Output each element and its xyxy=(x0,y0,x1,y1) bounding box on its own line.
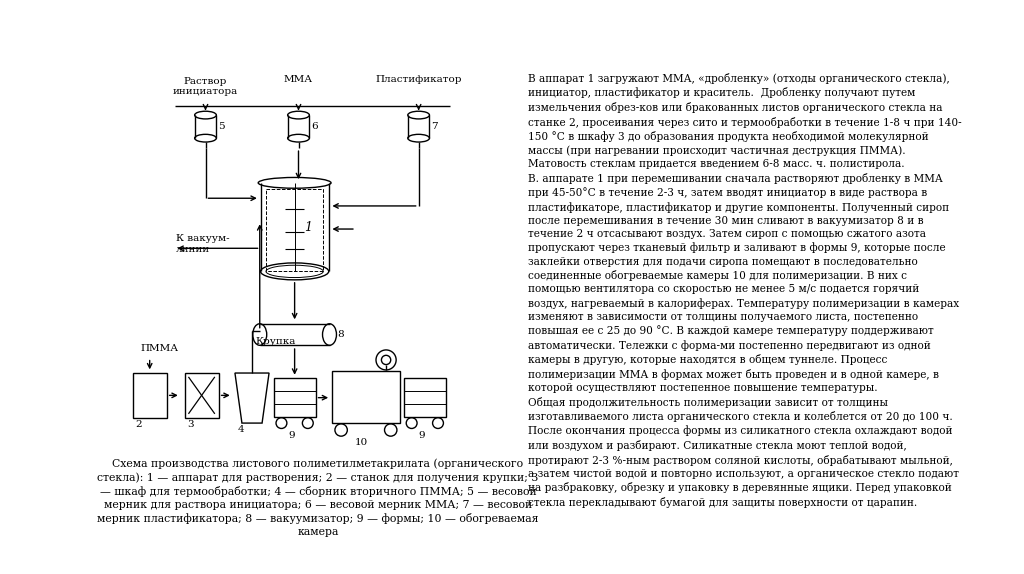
Bar xyxy=(133,373,167,418)
Text: 6: 6 xyxy=(311,122,317,131)
Text: ПММА: ПММА xyxy=(140,344,178,353)
Bar xyxy=(184,373,219,418)
Bar xyxy=(332,371,400,423)
Text: ММА: ММА xyxy=(284,75,313,84)
Text: Крупка: Крупка xyxy=(255,337,296,346)
Text: 8: 8 xyxy=(337,330,344,339)
Text: 7: 7 xyxy=(431,122,437,131)
Text: В аппарат 1 загружают ММА, «дробленку» (отходы органического стекла),
инициатор,: В аппарат 1 загружают ММА, «дробленку» (… xyxy=(528,73,962,508)
Text: К вакуум-
линии: К вакуум- линии xyxy=(176,234,229,254)
Text: 9: 9 xyxy=(288,430,295,440)
Text: Раствор
инициатора: Раствор инициатора xyxy=(173,76,239,96)
Text: 9: 9 xyxy=(419,430,425,440)
Text: 3: 3 xyxy=(187,420,195,429)
Bar xyxy=(273,378,315,417)
Text: 5: 5 xyxy=(218,122,224,131)
Text: Пластификатор: Пластификатор xyxy=(376,75,462,84)
Bar xyxy=(266,189,324,272)
Text: Схема производства листового полиметилметакрилата (органического
стекла): 1 — ап: Схема производства листового полиметилме… xyxy=(97,459,539,537)
Text: 4: 4 xyxy=(238,425,245,435)
Text: 1: 1 xyxy=(304,220,312,234)
Bar xyxy=(403,378,445,417)
Text: 2: 2 xyxy=(136,420,142,429)
Text: 10: 10 xyxy=(354,439,368,448)
